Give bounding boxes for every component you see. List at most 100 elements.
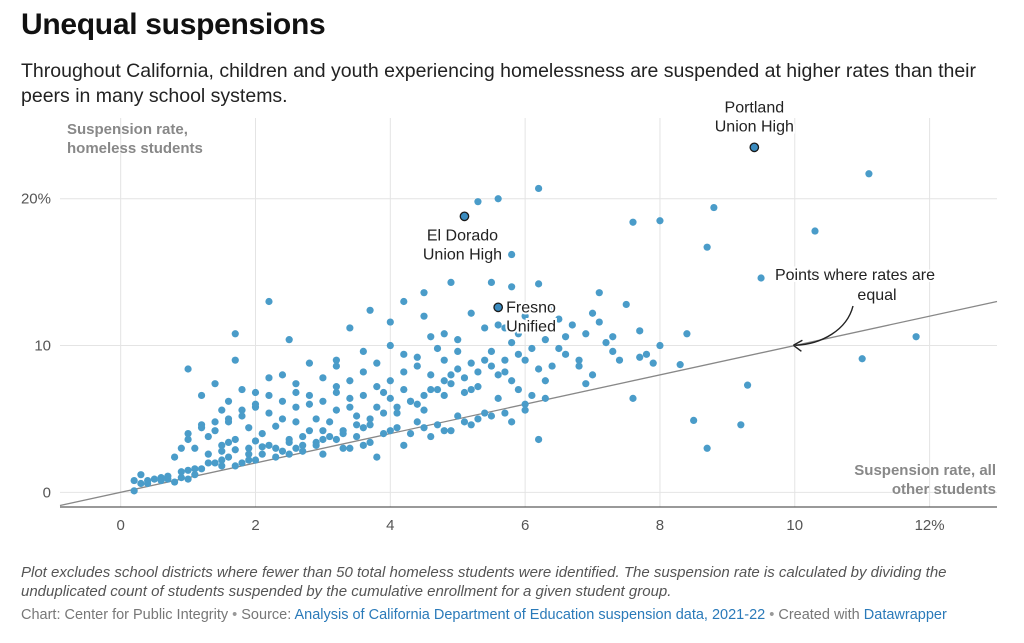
data-point: [265, 441, 273, 449]
data-point: [494, 321, 502, 329]
data-point: [218, 406, 226, 414]
data-point: [265, 391, 273, 400]
data-point: [218, 456, 226, 464]
data-point: [703, 243, 711, 251]
data-point: [231, 330, 239, 338]
x-tick-label: 2: [251, 517, 259, 534]
datawrapper-link[interactable]: Datawrapper: [863, 607, 947, 623]
data-point: [326, 432, 334, 441]
data-point: [197, 424, 206, 432]
data-point: [312, 415, 320, 423]
data-point: [420, 406, 428, 414]
data-point: [508, 418, 516, 426]
data-point: [548, 303, 556, 311]
data-point: [137, 471, 145, 479]
data-point: [305, 359, 314, 367]
highlighted-point: [459, 211, 470, 222]
data-point: [602, 338, 610, 347]
highlight-label: Unified: [506, 318, 556, 335]
data-point: [359, 347, 367, 355]
x-tick-label: 12%: [915, 517, 945, 534]
data-point: [231, 356, 239, 364]
source-link[interactable]: Analysis of California Department of Edu…: [294, 607, 766, 623]
x-tick-label: 4: [386, 517, 394, 534]
data-point: [501, 324, 509, 332]
data-point: [144, 476, 152, 485]
data-point: [218, 441, 226, 449]
data-point: [157, 474, 165, 482]
data-point: [440, 377, 448, 385]
data-point: [164, 475, 172, 483]
credit-separator-2: •: [765, 607, 779, 623]
data-point: [413, 418, 421, 426]
data-point: [191, 465, 199, 473]
data-point: [541, 394, 549, 402]
data-point: [238, 412, 246, 420]
data-point: [359, 424, 367, 432]
highlight-label: El Dorado: [427, 227, 498, 244]
highlight-label: Portland: [725, 99, 785, 116]
data-point: [521, 312, 529, 320]
data-point: [339, 427, 347, 435]
data-point: [582, 330, 590, 338]
data-point: [440, 391, 448, 400]
data-point: [609, 333, 617, 341]
data-point: [710, 203, 718, 212]
data-point: [528, 344, 536, 353]
data-point: [265, 409, 273, 417]
chart-credits: Chart: Center for Public Integrity • Sou…: [21, 607, 947, 623]
data-point: [535, 365, 543, 373]
data-point: [292, 444, 300, 452]
data-point: [501, 409, 509, 417]
data-point: [332, 356, 340, 364]
data-point: [642, 350, 651, 358]
axis-and-annotation-labels: Suspension rate, homeless students Suspens…: [67, 121, 996, 498]
data-point: [427, 333, 435, 341]
data-point: [285, 438, 293, 447]
y-axis-title: Suspension rate,: [67, 121, 188, 138]
data-point: [258, 450, 266, 458]
data-point: [406, 397, 415, 405]
data-point: [737, 421, 745, 429]
data-point: [427, 371, 435, 379]
data-point: [231, 462, 239, 470]
scatter-chart: Portland Union High El Dorado Union High Fre…: [21, 97, 998, 534]
data-point: [218, 447, 226, 455]
data-point: [521, 400, 529, 408]
data-point: [703, 444, 711, 452]
data-point: [353, 432, 361, 441]
data-point: [460, 388, 469, 397]
data-point: [440, 356, 448, 364]
data-point: [460, 418, 469, 426]
y-axis-title: homeless students: [67, 140, 203, 157]
data-point: [494, 195, 502, 203]
data-point: [386, 427, 394, 435]
x-tick-label: 8: [656, 517, 664, 534]
data-point: [319, 374, 327, 382]
data-point: [386, 394, 394, 402]
data-point: [433, 421, 442, 429]
data-point: [561, 350, 570, 358]
data-point: [474, 198, 482, 206]
data-point: [177, 444, 185, 452]
data-point: [353, 412, 361, 420]
highlighted-districts: Portland Union High El Dorado Union High Fre…: [421, 97, 796, 337]
data-point: [346, 324, 354, 332]
data-point: [400, 350, 408, 358]
data-point: [251, 437, 260, 445]
data-point: [858, 355, 866, 363]
data-point: [245, 456, 253, 464]
data-point: [521, 356, 529, 364]
created-with-prefix: Created with: [778, 607, 864, 623]
data-point: [400, 297, 408, 306]
data-point: [373, 359, 381, 367]
data-point: [319, 450, 327, 458]
data-point: [420, 391, 428, 400]
data-point: [218, 462, 226, 470]
data-point: [292, 388, 300, 397]
data-point: [231, 446, 239, 454]
data-point: [238, 406, 246, 414]
data-point: [757, 274, 765, 282]
data-point: [615, 356, 624, 364]
data-point: [332, 406, 340, 414]
